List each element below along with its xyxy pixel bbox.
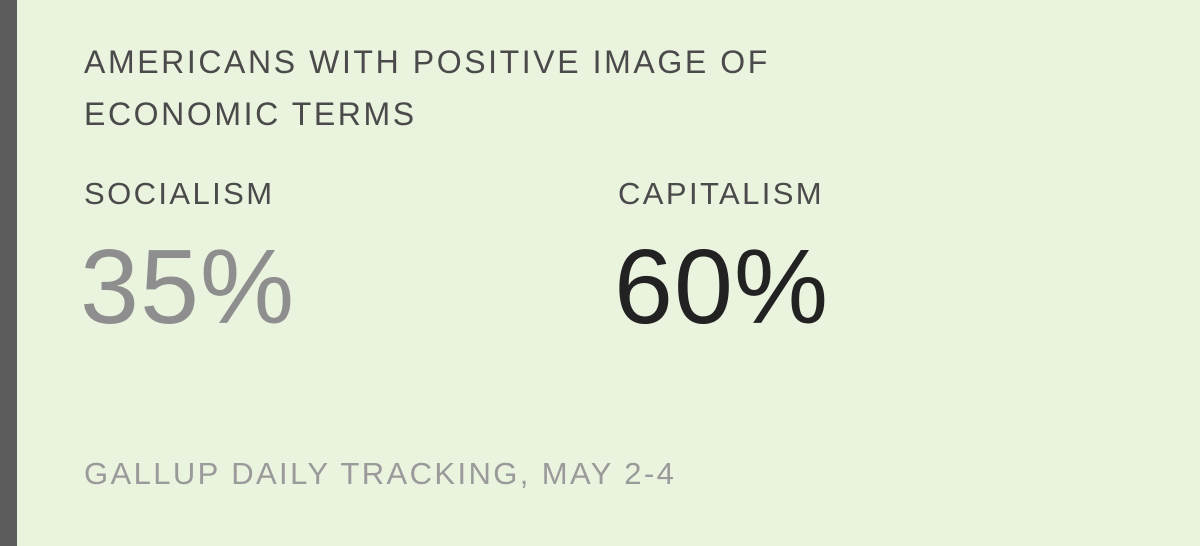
socialism-label: SOCIALISM	[84, 176, 275, 211]
left-edge-bar	[0, 0, 17, 546]
capitalism-value: 60%	[614, 228, 830, 346]
stat-capitalism: CAPITALISM 60%	[614, 172, 829, 342]
socialism-value: 35%	[80, 228, 296, 346]
stat-socialism: SOCIALISM 35%	[80, 172, 295, 342]
chart-title: AMERICANS WITH POSITIVE IMAGE OF ECONOMI…	[84, 44, 770, 132]
source-note: GALLUP DAILY TRACKING, MAY 2-4	[84, 456, 677, 491]
capitalism-label: CAPITALISM	[618, 176, 825, 211]
